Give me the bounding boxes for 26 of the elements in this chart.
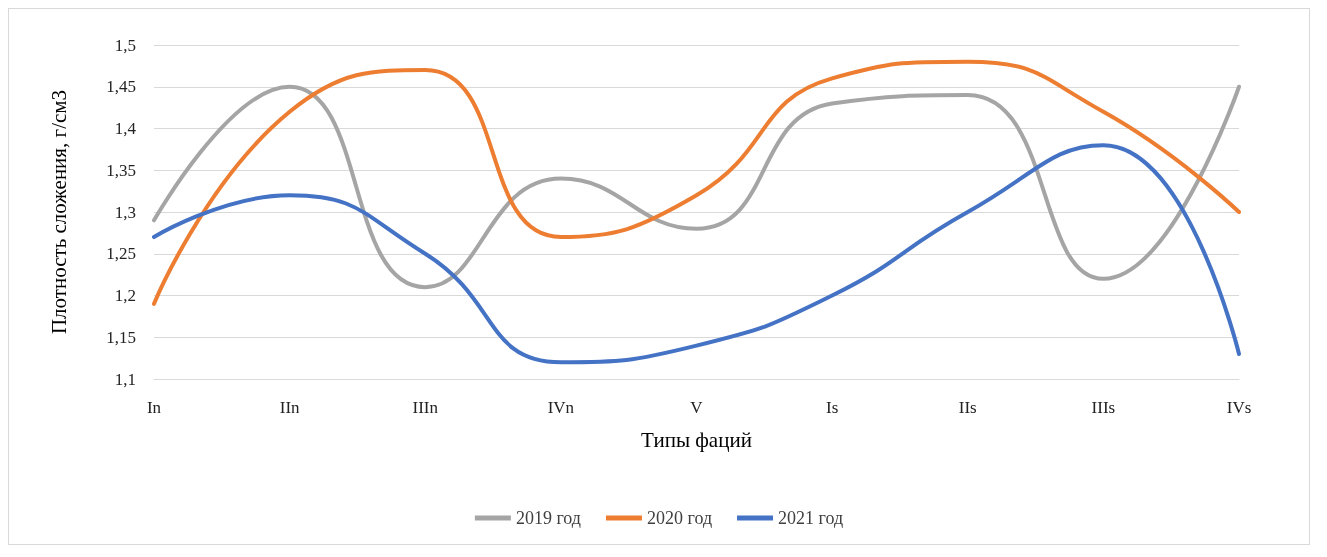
x-tick-label: In [146, 398, 162, 417]
x-tick-label: IVs [1226, 398, 1252, 417]
x-axis-title: Типы фаций [641, 427, 752, 452]
y-tick-label: 1,45 [106, 77, 136, 97]
legend-label: 2020 год [646, 508, 713, 528]
y-tick-label: 1,25 [106, 244, 136, 264]
line-series [152, 143, 1241, 365]
x-tick-label: V [690, 398, 704, 417]
y-tick-label: 1,2 [114, 286, 136, 305]
y-tick-label: 1,4 [114, 119, 137, 138]
x-tick-label: IVn [547, 398, 575, 417]
y-tick-label: 1,3 [114, 202, 136, 222]
legend-label: 2019 год [515, 508, 581, 528]
y-tick-label: 1,5 [114, 35, 136, 55]
x-tick-label: IIs [958, 398, 977, 417]
line-series [152, 84, 1241, 290]
y-tick-label: 1,1 [114, 369, 136, 389]
legend-label: 2021 год [778, 508, 844, 528]
y-tick-label: 1,15 [106, 327, 136, 347]
x-tick-label: Is [825, 398, 839, 417]
x-tick-label: IIn [279, 398, 301, 417]
line-series [152, 59, 1241, 306]
x-tick-label: IIIn [412, 398, 439, 417]
y-axis-title: Плотность сложения, г/см3 [46, 89, 71, 335]
x-tick-label: IIIs [1091, 398, 1116, 417]
y-tick-label: 1,35 [106, 160, 136, 180]
